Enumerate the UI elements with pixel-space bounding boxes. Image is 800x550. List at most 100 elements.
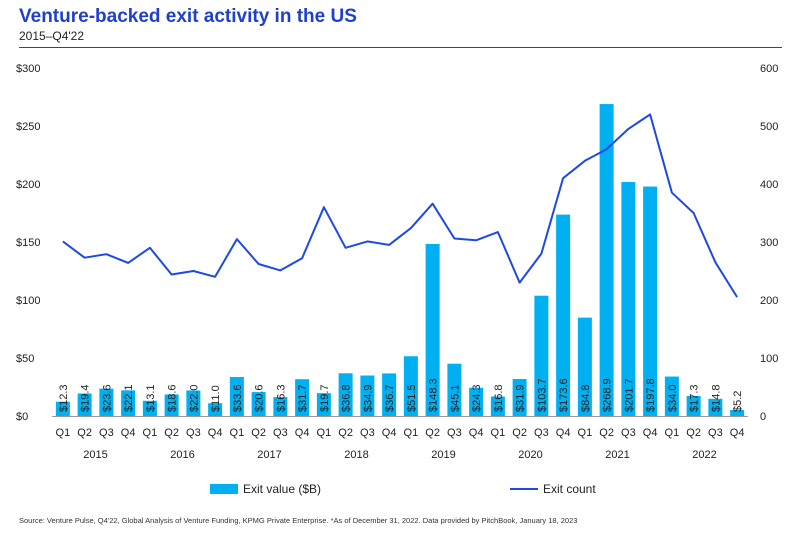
bar-data-label: $22.1 (123, 384, 135, 412)
exit-value-bar (164, 394, 179, 416)
exit-value-bar (730, 409, 745, 416)
bar-data-label: $16.8 (493, 384, 505, 412)
exit-value-bars (55, 104, 745, 417)
bar-data-label: $17.3 (689, 384, 701, 412)
quarter-tick-label: Q1 (143, 427, 158, 439)
bar-data-label: $197.8 (645, 378, 657, 412)
quarter-tick-label: Q3 (360, 427, 375, 439)
right-tick-label: 300 (760, 237, 778, 249)
quarter-tick-label: Q4 (121, 427, 136, 439)
bar-data-label: $22.0 (188, 384, 200, 412)
bar-data-label: $31.9 (515, 384, 527, 412)
year-tick-label: 2016 (170, 449, 194, 461)
exit-value-bar (664, 376, 679, 416)
legend-line-swatch (510, 488, 538, 490)
left-tick-label: $300 (16, 63, 40, 75)
exit-value-bar (338, 373, 353, 416)
exit-value-bar (382, 373, 397, 416)
exit-value-bar (77, 393, 92, 416)
legend-item-exit-count: Exit count (510, 482, 596, 496)
bar-data-label: $45.1 (449, 384, 461, 412)
left-tick-label: $0 (16, 411, 28, 423)
quarter-tick-label: Q4 (295, 427, 310, 439)
bar-data-labels: $12.3 $19.4 $23.6 $22.1 $13.1 $18.6 $22.0 $11.0… (58, 378, 744, 412)
exit-value-bar (534, 295, 549, 416)
left-tick-label: $50 (16, 353, 34, 365)
quarter-tick-label: Q3 (621, 427, 636, 439)
right-axis: 0 100 200 300 400 500 600 (760, 63, 778, 423)
exit-value-bar (208, 403, 223, 416)
quarter-tick-label: Q1 (665, 427, 680, 439)
exit-value-bar (556, 214, 571, 416)
bar-data-label: $103.7 (536, 378, 548, 412)
bar-data-label: $20.6 (254, 384, 266, 412)
exit-value-bar (121, 390, 136, 416)
left-tick-label: $150 (16, 237, 40, 249)
bar-data-label: $11.0 (210, 385, 222, 412)
bar-data-label: $12.3 (58, 384, 70, 412)
exit-value-bar (577, 317, 592, 416)
exit-value-bar (512, 378, 527, 416)
exit-count-polyline (62, 113, 738, 298)
legend-bar-swatch (210, 484, 238, 494)
exit-value-bar (273, 397, 288, 416)
bar-data-label: $201.7 (623, 378, 635, 412)
year-tick-label: 2021 (605, 449, 629, 461)
left-tick-label: $250 (16, 121, 40, 133)
exit-value-bar (425, 243, 440, 416)
quarter-tick-label: Q1 (56, 427, 71, 439)
left-tick-label: $100 (16, 295, 40, 307)
exit-value-bar (708, 398, 723, 416)
quarter-tick-label: Q1 (578, 427, 593, 439)
title-divider (19, 47, 782, 48)
year-tick-label: 2018 (344, 449, 368, 461)
exit-value-bar (55, 401, 70, 416)
chart-subtitle: 2015–Q4'22 (19, 29, 85, 43)
exit-value-bar (229, 377, 244, 416)
bar-data-label: $19.4 (80, 384, 92, 412)
exit-value-bar (99, 388, 114, 416)
bar-data-label: $36.8 (341, 384, 353, 412)
bar-data-label: $34.0 (667, 384, 679, 412)
bar-data-label: $24.3 (471, 384, 483, 412)
exit-value-bar (686, 395, 701, 416)
exit-value-bar (599, 104, 614, 417)
bar-data-label: $268.9 (602, 378, 614, 412)
quarter-tick-label: Q4 (556, 427, 571, 439)
bar-data-label: $51.5 (406, 384, 418, 412)
quarter-tick-label: Q2 (686, 427, 701, 439)
exit-value-bar (360, 375, 375, 416)
quarter-tick-label: Q2 (512, 427, 527, 439)
right-tick-label: 600 (760, 63, 778, 75)
quarter-tick-label: Q4 (382, 427, 397, 439)
quarter-tick-label: Q3 (534, 427, 549, 439)
right-tick-label: 100 (760, 353, 778, 365)
quarter-tick-label: Q3 (273, 427, 288, 439)
year-tick-label: 2015 (83, 449, 107, 461)
quarter-tick-label: Q2 (599, 427, 614, 439)
right-tick-label: 0 (760, 411, 766, 423)
quarter-tick-label: Q3 (708, 427, 723, 439)
right-tick-label: 200 (760, 295, 778, 307)
bar-data-label: $34.9 (362, 384, 374, 412)
exit-value-bar (621, 182, 636, 416)
bar-data-label: $173.6 (558, 378, 570, 412)
left-tick-label: $200 (16, 179, 40, 191)
bar-data-label: $148.3 (428, 378, 440, 412)
quarter-tick-label: Q2 (425, 427, 440, 439)
exit-count-line (62, 113, 738, 298)
quarter-tick-label: Q4 (643, 427, 658, 439)
left-axis: $0 $50 $100 $150 $200 $250 $300 (16, 63, 40, 423)
quarter-tick-label: Q1 (404, 427, 419, 439)
bar-data-label: $23.6 (101, 384, 113, 412)
exit-value-bar (142, 400, 157, 416)
exit-value-bar (316, 393, 331, 416)
legend-item-exit-value: Exit value ($B) (210, 482, 321, 496)
quarter-tick-label: Q4 (730, 427, 745, 439)
bar-data-label: $16.3 (275, 384, 287, 412)
bar-data-label: $36.7 (384, 384, 396, 412)
quarter-tick-label: Q2 (251, 427, 266, 439)
bar-data-label: $33.6 (232, 384, 244, 412)
quarter-tick-label: Q2 (77, 427, 92, 439)
